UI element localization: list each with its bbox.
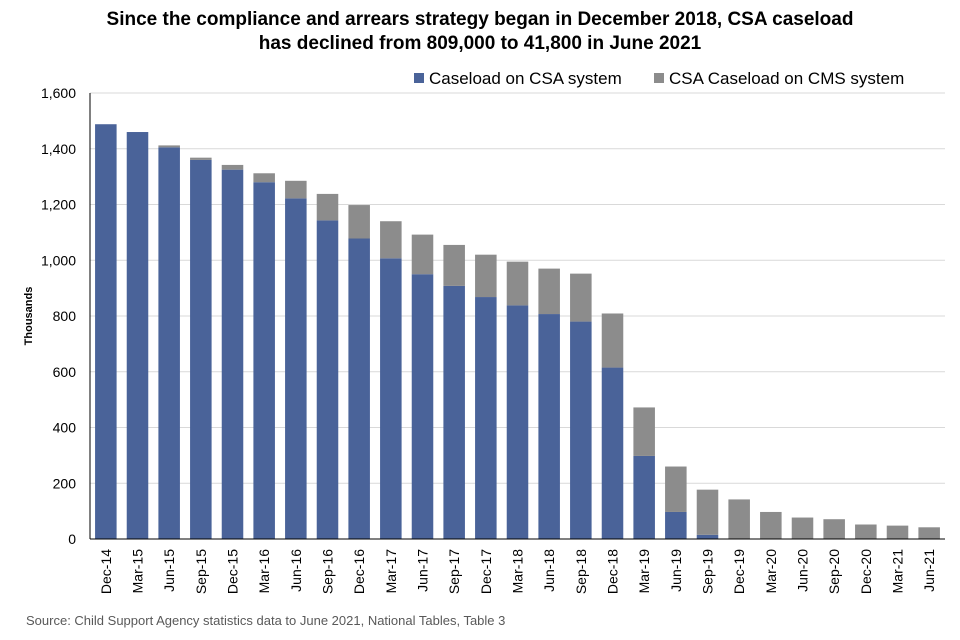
x-tick-label: Sep-15 — [193, 549, 209, 594]
bar-cms-system — [253, 173, 275, 183]
bar-csa-system — [475, 297, 497, 539]
bar-cms-system — [791, 517, 814, 539]
bar-cms-system — [475, 254, 497, 298]
x-tick-label: Sep-19 — [700, 549, 716, 594]
legend-label-cms: CSA Caseload on CMS system — [669, 69, 904, 88]
bar-csa-system — [221, 169, 244, 539]
x-tick-label: Jun-18 — [541, 549, 557, 592]
bar-csa-system — [538, 314, 560, 539]
bar-cms-system — [380, 221, 402, 259]
bar-cms-system — [886, 525, 909, 539]
x-tick-label: Jun-21 — [921, 549, 937, 592]
y-tick-label: 1,400 — [41, 141, 76, 157]
y-tick-label: 1,600 — [41, 85, 76, 101]
bar-cms-system — [411, 234, 434, 275]
bar-csa-system — [348, 238, 370, 539]
y-tick-label: 400 — [53, 420, 77, 436]
bar-cms-system — [190, 157, 212, 160]
x-tick-label: Dec-16 — [351, 549, 367, 594]
bar-cms-system — [570, 273, 592, 322]
x-tick-label: Mar-17 — [383, 549, 399, 594]
x-tick-label: Jun-15 — [161, 549, 177, 592]
bar-csa-system — [126, 132, 149, 539]
x-tick-label: Jun-17 — [415, 549, 431, 592]
bar-csa-system — [285, 198, 307, 539]
bar-cms-system — [221, 164, 244, 170]
bar-csa-system — [665, 511, 687, 539]
bar-cms-system — [348, 205, 370, 239]
bar-cms-system — [316, 193, 339, 221]
x-tick-label: Dec-14 — [98, 549, 114, 594]
source-note: Source: Child Support Agency statistics … — [26, 613, 506, 628]
y-tick-label: 1,200 — [41, 197, 76, 213]
bar-csa-system — [316, 220, 339, 540]
bar-cms-system — [443, 244, 465, 286]
chart-title-line-1: Since the compliance and arrears strateg… — [106, 9, 854, 30]
y-tick-label: 1,000 — [41, 252, 76, 268]
x-tick-label: Jun-20 — [795, 549, 811, 592]
x-tick-label: Mar-16 — [256, 549, 272, 594]
x-tick-label: Sep-16 — [320, 549, 336, 594]
bar-cms-system — [696, 489, 719, 535]
bar-csa-system — [380, 258, 402, 539]
bar-cms-system — [760, 511, 782, 539]
bar-csa-system — [253, 182, 275, 539]
x-tick-label: Dec-18 — [605, 549, 621, 594]
legend-swatch-csa — [414, 73, 424, 83]
bar-cms-system — [855, 524, 877, 539]
chart-title-line-2: has declined from 809,000 to 41,800 in J… — [258, 33, 702, 54]
bar-cms-system — [158, 145, 180, 148]
y-tick-label: 800 — [53, 308, 77, 324]
x-tick-label: Sep-20 — [826, 549, 842, 594]
bar-csa-system — [570, 321, 592, 539]
x-tick-label: Mar-19 — [636, 549, 652, 594]
bar-csa-system — [601, 367, 624, 539]
bar-csa-system — [443, 285, 465, 539]
bar-csa-system — [190, 159, 212, 539]
bar-cms-system — [538, 268, 560, 315]
bar-cms-system — [918, 527, 940, 539]
x-tick-label: Dec-20 — [858, 549, 874, 594]
bar-csa-system — [411, 274, 434, 539]
bar-cms-system — [601, 313, 624, 368]
x-tick-label: Jun-16 — [288, 549, 304, 592]
chart-title: Since the compliance and arrears strateg… — [0, 8, 960, 56]
x-tick-label: Dec-17 — [478, 549, 494, 594]
y-tick-label: 0 — [68, 531, 76, 547]
y-tick-label: 600 — [53, 364, 77, 380]
legend-swatch-cms — [654, 73, 664, 83]
x-tick-label: Jun-19 — [668, 549, 684, 592]
x-tick-label: Dec-19 — [731, 549, 747, 594]
legend-label-csa: Caseload on CSA system — [429, 69, 622, 88]
x-tick-label: Dec-15 — [225, 549, 241, 594]
bar-cms-system — [823, 519, 845, 539]
bar-cms-system — [633, 407, 655, 456]
x-tick-label: Mar-15 — [130, 549, 146, 594]
bar-cms-system — [285, 180, 307, 199]
bar-csa-system — [158, 147, 180, 539]
x-tick-label: Sep-18 — [573, 549, 589, 594]
bar-csa-system — [696, 534, 719, 539]
bar-csa-system — [95, 124, 117, 539]
y-axis-title: Thousands — [23, 287, 35, 346]
x-tick-label: Mar-21 — [890, 549, 906, 594]
bar-cms-system — [506, 261, 529, 306]
x-tick-label: Mar-20 — [763, 549, 779, 594]
bar-cms-system — [665, 466, 687, 512]
bar-csa-system — [506, 305, 529, 539]
bar-csa-system — [633, 455, 655, 539]
bar-cms-system — [728, 499, 750, 539]
x-tick-label: Mar-18 — [510, 549, 526, 594]
x-tick-label: Sep-17 — [446, 549, 462, 594]
y-tick-label: 200 — [53, 475, 77, 491]
